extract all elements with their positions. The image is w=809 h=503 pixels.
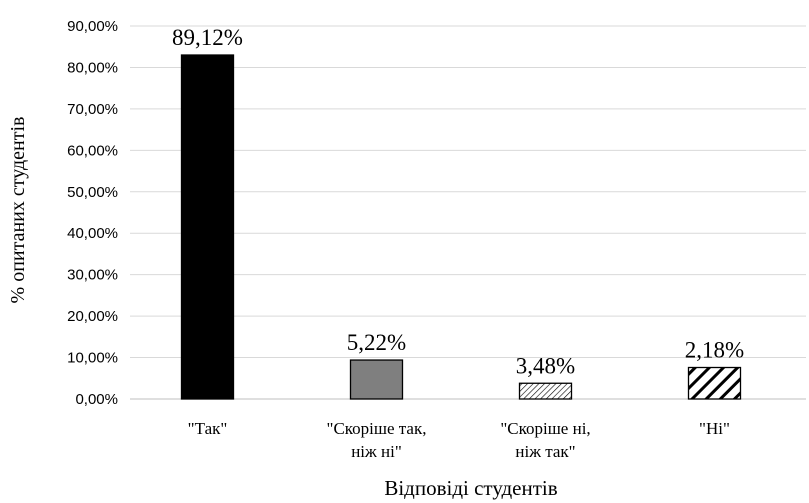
- bar: [687, 366, 742, 400]
- y-axis-ticks: 0,00% 10,00% 20,00% 30,00% 40,00% 50,00% 60,00…: [67, 18, 118, 408]
- y-tick-label: 0,00%: [75, 391, 118, 408]
- y-axis-label: % опитаних студентів: [7, 117, 29, 304]
- data-label: 2,18%: [685, 338, 744, 363]
- y-tick-label: 60,00%: [67, 142, 118, 159]
- bars: [180, 54, 742, 400]
- gridlines: [130, 25, 806, 400]
- y-tick-label: 30,00%: [67, 267, 118, 284]
- y-tick-label: 80,00%: [67, 59, 118, 76]
- bar: [518, 382, 573, 400]
- data-label: 3,48%: [516, 353, 575, 378]
- y-tick-label: 90,00%: [67, 18, 118, 35]
- y-tick-label: 70,00%: [67, 101, 118, 118]
- bar: [349, 359, 404, 400]
- y-tick-label: 40,00%: [67, 225, 118, 242]
- data-label: 89,12%: [172, 25, 243, 50]
- y-tick-label: 20,00%: [67, 308, 118, 325]
- y-tick-label: 50,00%: [67, 184, 118, 201]
- bar: [180, 54, 235, 400]
- data-labels: 89,12% 5,22% 3,48% 2,18%: [172, 25, 744, 378]
- x-tick-label: "Скоріше так, ніж ні": [327, 419, 427, 461]
- x-tick-label: "Скоріше ні, ніж так": [500, 419, 590, 461]
- x-tick-label: "Ні": [699, 419, 730, 438]
- x-axis-ticks: "Так" "Скоріше так, ніж ні" "Скоріше ні, ніж…: [188, 419, 730, 461]
- data-label: 5,22%: [347, 330, 406, 355]
- y-tick-label: 10,00%: [67, 350, 118, 367]
- x-axis-label: Відповіді студентів: [384, 476, 557, 500]
- x-tick-label: "Так": [188, 419, 228, 438]
